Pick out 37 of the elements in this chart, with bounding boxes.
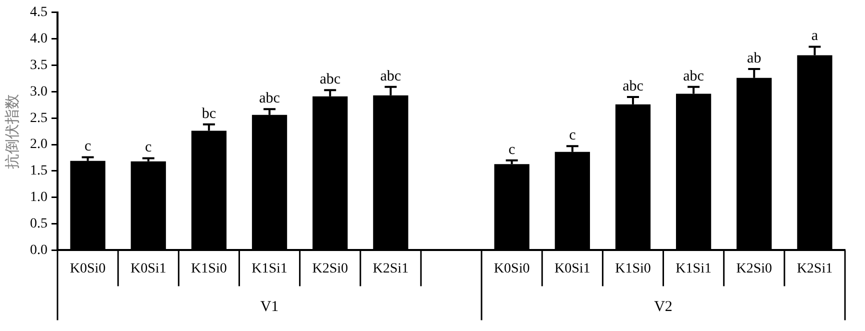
y-tick-label: 4.0	[30, 31, 48, 46]
y-tick-label: 0.0	[30, 242, 48, 258]
data-label: abc	[622, 78, 644, 94]
x-tick-label: K0Si1	[130, 261, 166, 276]
x-tick-label: K2Si0	[312, 261, 348, 276]
x-tick-label: K2Si1	[796, 261, 833, 276]
x-tick-label: K0Si1	[554, 261, 590, 276]
x-tick-label: K0Si0	[494, 261, 530, 276]
text: V1	[260, 299, 279, 316]
data-label: c	[84, 138, 92, 155]
y-tick-label: 3.5	[30, 58, 48, 73]
data-label: bc	[202, 106, 216, 122]
x-tick-label: K0Si0	[70, 261, 106, 276]
data-label: abc	[380, 68, 402, 84]
y-tick-label: 2.5	[30, 110, 48, 126]
y-tick-label: 2.0	[30, 137, 48, 152]
y-tick-label: 1.5	[30, 164, 48, 179]
x-tick-label: K1Si1	[252, 261, 288, 276]
data-label: c	[508, 142, 516, 158]
x-tick-label: K2Si1	[372, 261, 409, 276]
y-axis-title: 抗倒伏指数	[4, 94, 21, 169]
data-label: c	[569, 128, 576, 144]
x-tick-label: K1Si1	[676, 261, 712, 276]
y-tick-label: 1.0	[30, 190, 48, 206]
x-tick-label: K2Si0	[736, 261, 772, 276]
text: V2	[654, 299, 672, 316]
y-tick-label: 0.5	[30, 216, 48, 232]
x-tick-label: K1Si0	[191, 261, 227, 276]
data-label: ab	[747, 50, 762, 66]
y-tick-label: 4.5	[30, 5, 48, 20]
data-label: c	[145, 140, 152, 156]
x-tick-label: K1Si0	[615, 261, 651, 276]
data-label: a	[811, 28, 818, 44]
data-label: abc	[259, 90, 280, 107]
data-label: abc	[320, 72, 341, 88]
data-label: abc	[683, 68, 704, 84]
y-tick-label: 3.0	[30, 84, 48, 100]
